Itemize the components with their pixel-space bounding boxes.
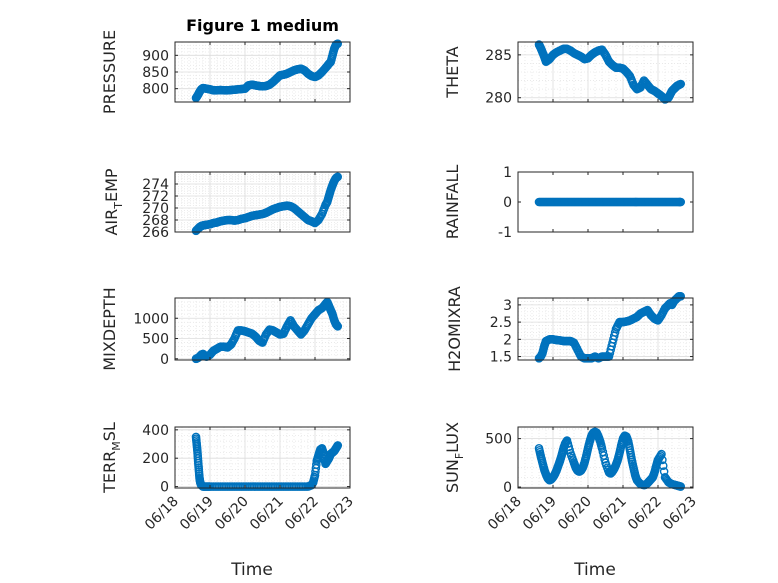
data-point: [676, 197, 686, 207]
data-series: [191, 432, 343, 491]
data-series: [534, 291, 686, 363]
grid: [174, 427, 351, 488]
data-series: [534, 427, 686, 491]
data-series: [534, 197, 686, 207]
data-point: [333, 172, 343, 182]
y-axis-label: MIXDEPTH: [100, 287, 119, 370]
data-series: [191, 172, 343, 236]
y-tick-label: 200: [142, 451, 169, 467]
axes-box: [174, 297, 351, 361]
y-tick-label: 400: [142, 423, 169, 439]
x-tick-label: 06/18: [485, 494, 525, 534]
y-tick-label: 266: [142, 225, 169, 241]
data-point-interp: [658, 461, 668, 471]
y-tick-label: 850: [142, 65, 169, 81]
data-point: [333, 322, 343, 331]
data-point: [333, 441, 343, 450]
y-tick-label: 1: [503, 165, 512, 181]
y-tick-label: 280: [485, 91, 512, 107]
data-point: [657, 449, 666, 459]
y-tick-label: 2.5: [490, 315, 512, 331]
data-series: [534, 40, 686, 104]
y-axis-label: PRESSURE: [100, 30, 119, 114]
axes-box: [174, 426, 351, 489]
y-tick-label: 0: [503, 195, 512, 211]
x-axis-label-left: Time: [230, 560, 273, 580]
y-axis-label: AIRTEMP: [102, 168, 125, 235]
y-tick-label: 1.5: [490, 350, 512, 366]
data-point: [676, 79, 686, 89]
y-tick-label: 500: [142, 332, 169, 348]
y-axis-label: THETA: [443, 46, 462, 98]
x-tick-label: 06/22: [625, 494, 665, 534]
data-point: [676, 482, 686, 491]
axes-box: [517, 41, 694, 103]
data-point-interp: [600, 454, 609, 464]
x-tick-label: 06/20: [555, 494, 595, 534]
y-tick-label: 272: [142, 189, 169, 205]
subplot-4: -1 0 1 RAINFALL: [443, 165, 694, 241]
subplot-8: 0 500 SUNFLUX 06/1806/1906/2006/2106/2206/2…: [443, 422, 700, 533]
y-tick-label: 900: [142, 48, 169, 64]
subplot-5: 0 500 1000 MIXDEPTH: [100, 287, 351, 371]
x-axis-label-right: Time: [573, 560, 616, 580]
x-tick-label: 06/23: [317, 494, 357, 534]
x-tick-label: 06/20: [212, 494, 252, 534]
y-tick-label: 274: [142, 177, 169, 193]
y-tick-label: 2: [503, 332, 512, 348]
y-axis-label: SUNFLUX: [443, 422, 466, 493]
y-tick-label: 268: [142, 213, 169, 229]
y-tick-label: 800: [142, 82, 169, 98]
data-series: [191, 297, 343, 364]
y-tick-label: 270: [142, 201, 169, 217]
x-tick-label: 06/22: [282, 494, 322, 534]
data-point: [676, 291, 686, 301]
y-tick-label: 500: [485, 432, 512, 448]
x-tick-label: 06/23: [660, 494, 700, 534]
y-axis-label: TERRMSL: [100, 422, 123, 494]
axes-box: [517, 297, 694, 361]
subplot-2: 280 285 THETA: [443, 40, 694, 107]
data-point-interp: [658, 455, 667, 465]
y-tick-label: -1: [498, 225, 512, 241]
data-point-interp: [623, 69, 633, 79]
y-tick-label: 0: [160, 480, 169, 496]
data-point: [333, 39, 343, 48]
x-tick-label: 06/21: [590, 494, 630, 534]
x-tick-label: 06/18: [142, 494, 182, 534]
y-tick-label: 0: [160, 352, 169, 368]
y-axis-label: H2OMIXRA: [445, 286, 464, 372]
y-tick-label: 0: [503, 480, 512, 496]
axes-box: [174, 171, 351, 233]
subplot-7: 0 200 400 TERRMSL 06/1806/1906/2006/2106/220…: [100, 422, 357, 533]
x-tick-label: 06/19: [177, 494, 217, 534]
data-series: [191, 39, 343, 103]
y-axis-label: RAINFALL: [443, 165, 462, 240]
chart-title: Figure 1 medium: [186, 16, 339, 35]
subplot-6: 1.5 22.53 H2OMIXRA: [445, 286, 694, 372]
y-tick-label: 3: [503, 298, 512, 314]
axes-box: [517, 426, 694, 489]
x-tick-label: 06/19: [520, 494, 560, 534]
y-tick-label: 285: [485, 48, 512, 64]
y-tick-label: 1000: [133, 311, 169, 327]
x-tick-label: 06/21: [247, 494, 287, 534]
